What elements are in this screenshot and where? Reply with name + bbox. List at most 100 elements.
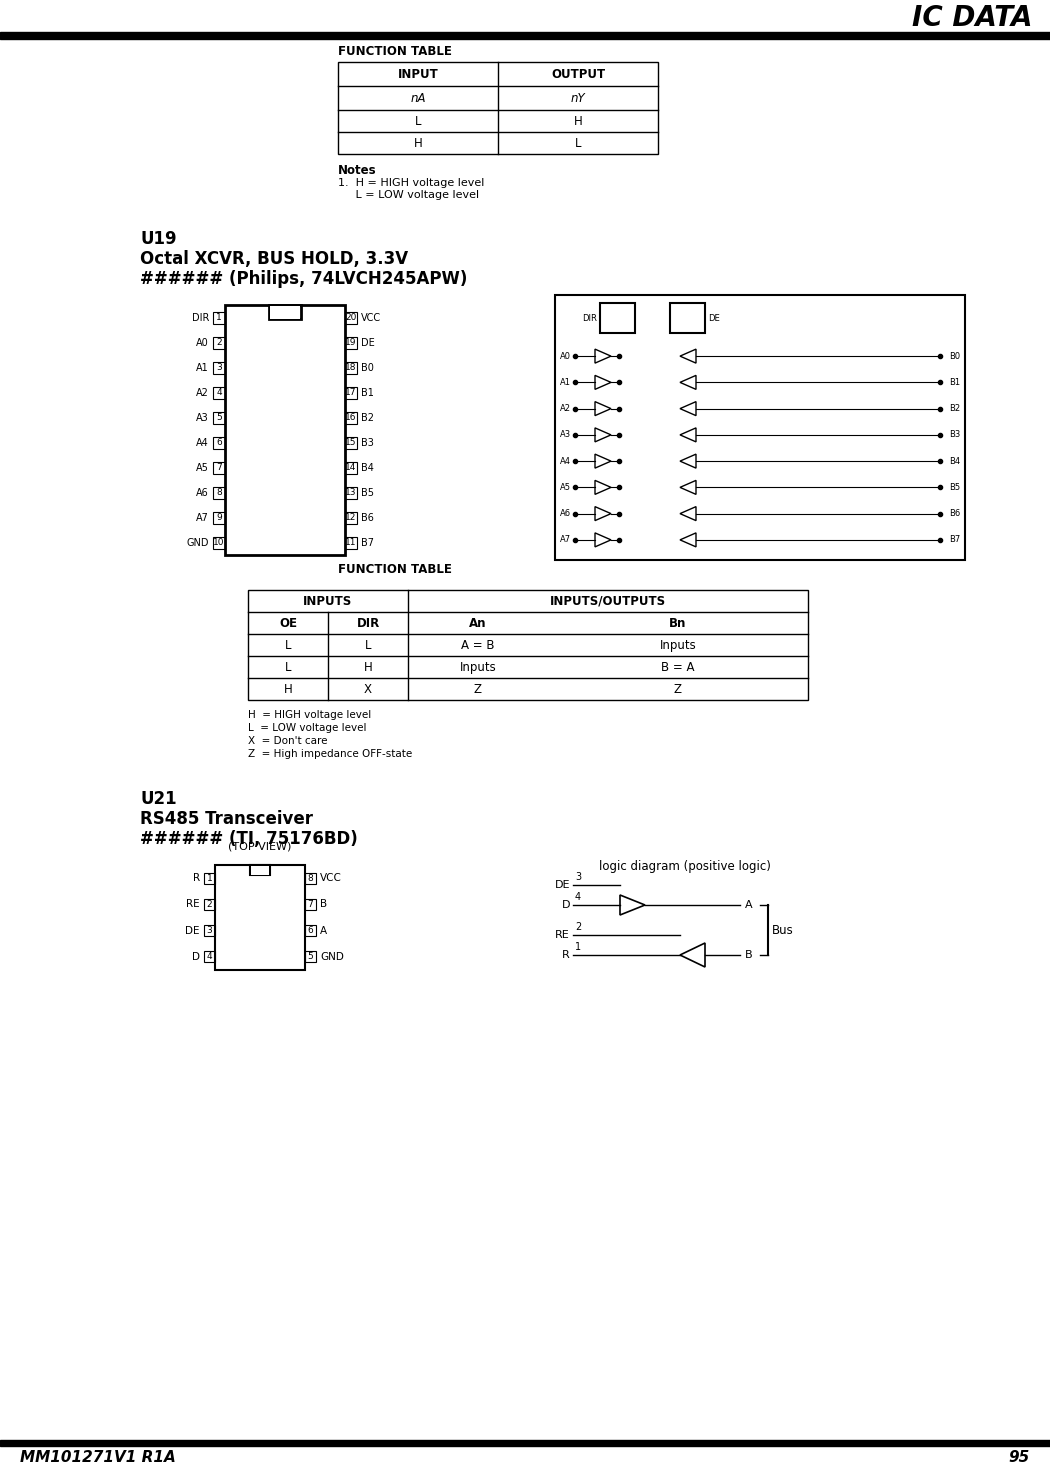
- Text: L: L: [364, 638, 372, 652]
- Text: 7: 7: [216, 463, 222, 472]
- Text: U21: U21: [140, 790, 176, 808]
- Text: Notes: Notes: [338, 163, 377, 177]
- Text: GND: GND: [187, 537, 209, 547]
- Text: logic diagram (positive logic): logic diagram (positive logic): [600, 861, 771, 872]
- Bar: [304, 872, 316, 884]
- Text: X  = Don't care: X = Don't care: [248, 736, 328, 746]
- Text: DE: DE: [708, 313, 719, 322]
- Text: B4: B4: [949, 456, 960, 466]
- Text: R: R: [562, 950, 570, 961]
- Text: 3: 3: [207, 927, 212, 936]
- Bar: [204, 872, 215, 884]
- Text: DE: DE: [361, 337, 375, 347]
- Text: X: X: [364, 683, 372, 696]
- Text: MM101271V1 R1A: MM101271V1 R1A: [20, 1450, 175, 1465]
- Bar: [213, 412, 225, 424]
- Text: FUNCTION TABLE: FUNCTION TABLE: [338, 46, 452, 57]
- Text: DIR: DIR: [356, 616, 380, 630]
- Text: 8: 8: [216, 488, 222, 497]
- Text: 11: 11: [345, 538, 357, 547]
- Text: A4: A4: [196, 437, 209, 447]
- Bar: [345, 312, 357, 324]
- Text: A3: A3: [560, 431, 571, 440]
- Text: H: H: [284, 683, 292, 696]
- Bar: [215, 865, 304, 969]
- Bar: [213, 512, 225, 524]
- Text: B0: B0: [361, 362, 374, 372]
- Text: A3: A3: [196, 412, 209, 422]
- Text: B5: B5: [949, 482, 960, 491]
- Bar: [338, 62, 658, 154]
- Text: B: B: [320, 899, 328, 909]
- Text: B3: B3: [361, 437, 374, 447]
- Text: 9: 9: [216, 513, 222, 522]
- Bar: [213, 487, 225, 499]
- Text: A1: A1: [196, 362, 209, 372]
- Bar: [213, 362, 225, 374]
- Text: DE: DE: [554, 880, 570, 890]
- Bar: [204, 952, 215, 962]
- Text: L: L: [574, 137, 582, 150]
- Text: B = A: B = A: [662, 660, 695, 674]
- Text: A7: A7: [196, 512, 209, 522]
- Text: 12: 12: [345, 513, 357, 522]
- Text: 17: 17: [345, 388, 357, 397]
- Bar: [213, 387, 225, 399]
- Text: A: A: [320, 925, 328, 936]
- Text: A5: A5: [560, 482, 571, 491]
- Text: L  = LOW voltage level: L = LOW voltage level: [248, 724, 366, 733]
- Text: A1: A1: [560, 378, 571, 387]
- Text: A0: A0: [196, 337, 209, 347]
- Text: B2: B2: [361, 412, 374, 422]
- Text: 1: 1: [207, 874, 212, 883]
- Text: B1: B1: [949, 378, 960, 387]
- Text: 20: 20: [345, 313, 357, 322]
- Bar: [213, 462, 225, 474]
- Text: DIR: DIR: [191, 312, 209, 322]
- Text: B7: B7: [361, 537, 374, 547]
- Text: B: B: [746, 950, 753, 961]
- Text: B4: B4: [361, 462, 374, 472]
- Bar: [213, 312, 225, 324]
- Text: B0: B0: [949, 352, 960, 360]
- Text: L: L: [415, 115, 421, 128]
- Text: L = LOW voltage level: L = LOW voltage level: [338, 190, 479, 200]
- Text: ###### (TI, 75176BD): ###### (TI, 75176BD): [140, 830, 358, 847]
- Text: D: D: [562, 900, 570, 911]
- Text: A5: A5: [196, 462, 209, 472]
- Bar: [600, 303, 635, 332]
- Text: DE: DE: [186, 925, 200, 936]
- Text: B6: B6: [361, 512, 374, 522]
- Text: 5: 5: [308, 952, 313, 962]
- Text: Bus: Bus: [772, 924, 794, 937]
- Text: B2: B2: [949, 405, 960, 413]
- Bar: [269, 304, 301, 319]
- Text: A6: A6: [196, 487, 209, 497]
- Text: RE: RE: [187, 899, 200, 909]
- Text: 1: 1: [575, 941, 581, 952]
- Bar: [213, 337, 225, 349]
- Text: 2: 2: [216, 338, 222, 347]
- Text: RS485 Transceiver: RS485 Transceiver: [140, 811, 313, 828]
- Bar: [345, 412, 357, 424]
- Text: 14: 14: [345, 463, 357, 472]
- Text: 2: 2: [575, 922, 581, 933]
- Text: IC DATA: IC DATA: [911, 4, 1032, 32]
- Text: Bn: Bn: [669, 616, 687, 630]
- Text: H: H: [573, 115, 583, 128]
- Text: RE: RE: [555, 930, 570, 940]
- Text: VCC: VCC: [320, 874, 342, 883]
- Text: 6: 6: [308, 927, 313, 936]
- Bar: [251, 866, 269, 875]
- Text: nA: nA: [411, 91, 425, 104]
- Bar: [555, 296, 965, 560]
- Text: 5: 5: [216, 413, 222, 422]
- Text: 1.  H = HIGH voltage level: 1. H = HIGH voltage level: [338, 178, 484, 188]
- Text: INPUT: INPUT: [398, 68, 439, 81]
- Text: 4: 4: [216, 388, 222, 397]
- Text: A6: A6: [560, 509, 571, 518]
- Bar: [345, 362, 357, 374]
- Text: OUTPUT: OUTPUT: [551, 68, 605, 81]
- Text: Inputs: Inputs: [659, 638, 696, 652]
- Bar: [225, 304, 345, 555]
